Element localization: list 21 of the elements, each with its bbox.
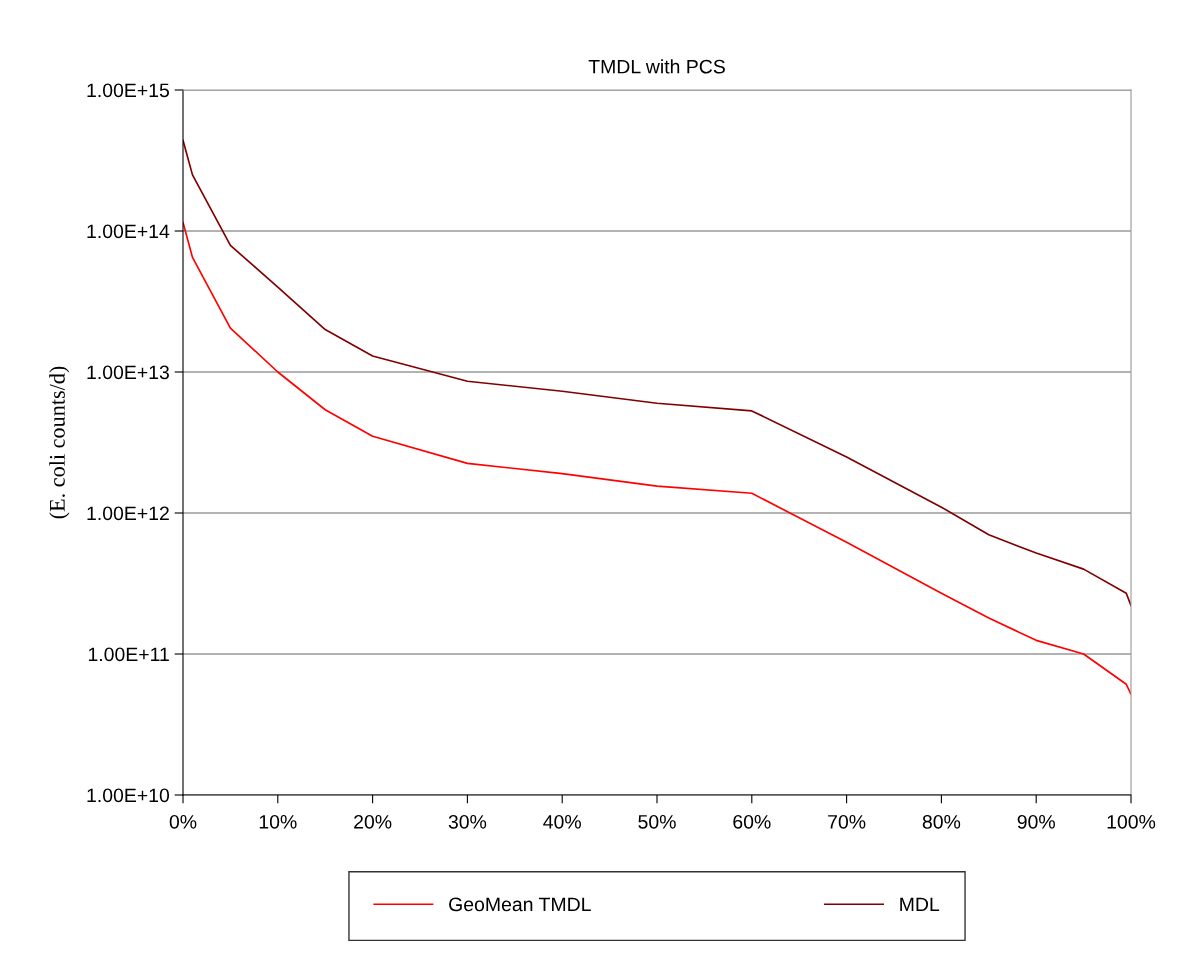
y-tick-label: 1.00E+13 [87,365,169,380]
x-tick-label: 100% [1107,814,1156,829]
x-tick-label: 10% [259,814,297,829]
y-axis-title: (E. coli counts/d) [49,366,70,519]
legend-label: MDL [900,897,940,912]
x-tick-label: 0% [169,814,197,829]
x-tick-label: 80% [922,814,961,829]
y-tick-label: 1.00E+15 [87,83,169,98]
x-tick-label: 40% [543,814,581,829]
x-tick-label: 90% [1017,814,1055,829]
x-tick-label: 70% [828,814,866,829]
chart-title: TMDL with PCS [588,59,725,74]
x-tick-label: 50% [638,814,676,829]
x-tick-label: 20% [354,814,392,829]
x-tick-label: 60% [733,814,771,829]
y-tick-label: 1.00E+14 [87,224,170,239]
legend-label: GeoMean TMDL [449,897,591,912]
y-tick-label: 1.00E+11 [88,647,169,662]
y-tick-label: 1.00E+12 [87,506,169,521]
x-tick-label: 30% [448,814,487,829]
y-tick-label: 1.00E+10 [87,788,170,803]
